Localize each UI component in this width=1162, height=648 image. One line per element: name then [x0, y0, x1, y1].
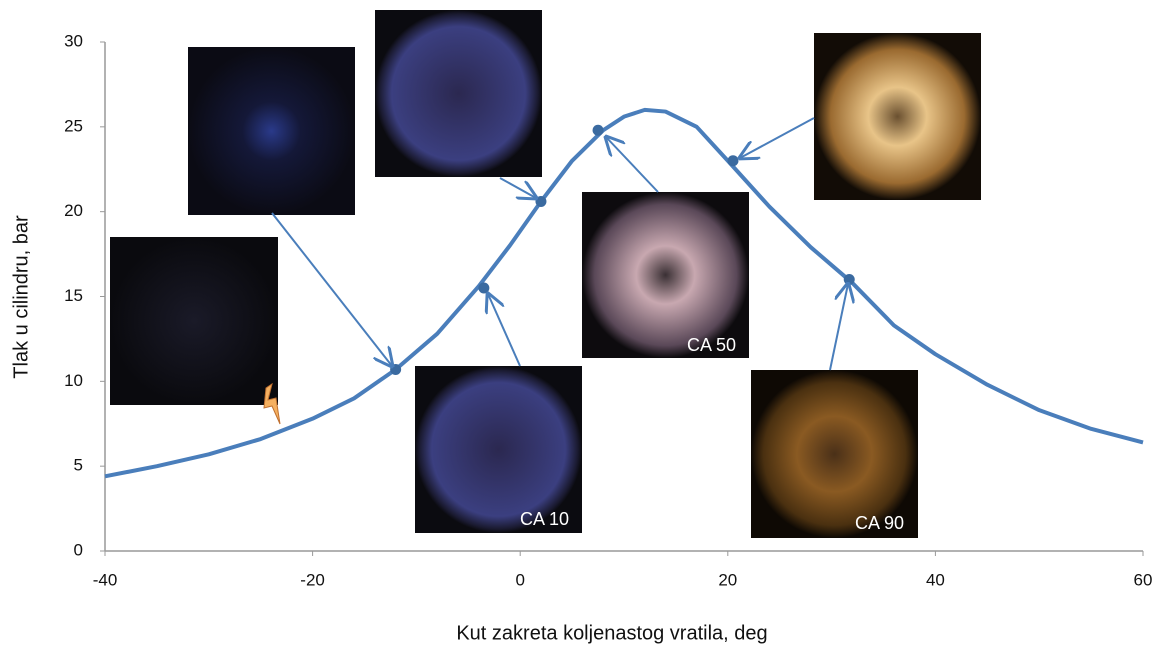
arrow [488, 294, 521, 367]
x-tick-label: -40 [93, 570, 118, 589]
y-tick-label: 25 [64, 116, 83, 135]
y-axis-title: Tlak u cilindru, bar [10, 215, 32, 379]
y-tick-label: 30 [64, 31, 83, 50]
arrow [606, 137, 659, 193]
arrow [271, 212, 392, 366]
marker [535, 195, 547, 207]
photo [375, 10, 542, 177]
marker [843, 274, 855, 286]
photo [582, 192, 749, 358]
y-tick-label: 0 [74, 540, 83, 559]
annotation: CA 10 [520, 509, 569, 529]
photo [188, 47, 355, 215]
arrows [271, 117, 848, 371]
y-tick-label: 10 [64, 371, 83, 390]
y-tick-label: 5 [74, 456, 83, 475]
arrow [829, 284, 848, 371]
y-tick-label: 20 [64, 201, 83, 220]
photo [751, 370, 918, 538]
x-tick-label: -20 [300, 570, 325, 589]
marker [478, 282, 490, 294]
marker [727, 155, 739, 167]
x-axis-title: Kut zakreta koljenastog vratila, deg [456, 622, 767, 644]
x-tick-label: 0 [515, 570, 524, 589]
photo [814, 33, 981, 200]
line [104, 107, 1144, 479]
spark-icon [263, 382, 281, 425]
x-tick-label: 20 [718, 570, 737, 589]
photos: CA 10 CA 50 CA 90 [110, 10, 981, 538]
marker [592, 124, 604, 136]
arrow [740, 117, 815, 158]
annotation: CA 90 [855, 513, 904, 533]
photo [110, 237, 278, 405]
axes: 0 5 10 15 20 25 30 -40 -20 0 20 40 60 [64, 31, 1152, 589]
arrow [499, 177, 536, 198]
photo [415, 366, 582, 533]
x-tick-label: 60 [1134, 570, 1153, 589]
y-tick-label: 15 [64, 286, 83, 305]
annotation: CA 50 [687, 335, 736, 355]
x-tick-label: 40 [926, 570, 945, 589]
